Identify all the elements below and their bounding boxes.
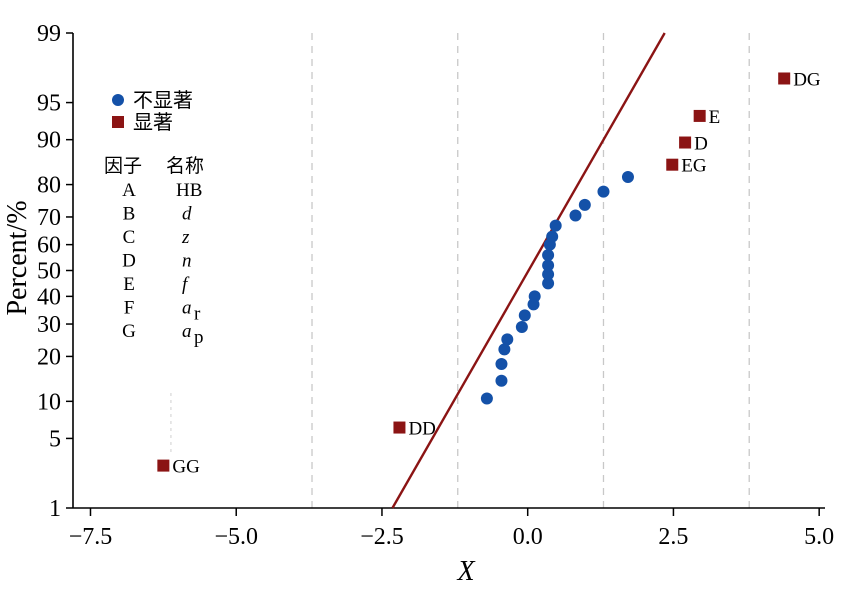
- data-point-not-significant: [597, 185, 610, 198]
- reference-line: [391, 32, 666, 509]
- data-point-not-significant: [495, 357, 508, 370]
- table-factor: B: [123, 204, 136, 225]
- x-tick-label: 5.0: [804, 524, 834, 550]
- data-point-not-significant: [501, 333, 514, 346]
- data-point-not-significant: [518, 309, 531, 322]
- legend-marker-square: [112, 116, 124, 128]
- grid-layer: [170, 33, 750, 508]
- table-name: a: [182, 321, 192, 342]
- legend-label: 不显著: [133, 88, 193, 112]
- y-tick-label: 99: [37, 21, 61, 47]
- data-point-not-significant: [495, 374, 508, 387]
- data-point-not-significant: [549, 219, 562, 232]
- x-axis-title: X: [456, 556, 475, 587]
- table-name: f: [182, 274, 190, 295]
- point-label: DG: [793, 69, 821, 90]
- table-name-subscript: p: [194, 327, 204, 348]
- table-name: d: [182, 204, 192, 225]
- data-point-not-significant: [542, 249, 555, 262]
- data-point-not-significant: [542, 259, 555, 272]
- data-point-not-significant: [621, 171, 634, 184]
- table-factor: E: [123, 274, 135, 295]
- y-tick-label: 90: [37, 128, 61, 154]
- table-factor: G: [122, 321, 136, 342]
- table-header-factor: 因子: [104, 155, 142, 177]
- point-label: GG: [172, 457, 200, 478]
- table-name-subscript: r: [194, 304, 201, 325]
- x-tick-label: −5.0: [214, 524, 258, 550]
- data-point-not-significant: [528, 290, 541, 303]
- y-axis-title: Percent/%: [2, 200, 33, 315]
- y-tick-label: 30: [37, 312, 61, 338]
- data-point-significant: [778, 72, 791, 85]
- point-label: DD: [408, 419, 435, 440]
- table-factor: A: [122, 180, 136, 201]
- x-tick-label: 0.0: [513, 524, 543, 550]
- data-point-not-significant: [569, 209, 582, 222]
- x-tick-label: −7.5: [69, 524, 113, 550]
- y-tick-label: 70: [37, 205, 61, 231]
- y-tick-label: 1: [49, 496, 61, 522]
- y-tick-label: 50: [37, 259, 61, 285]
- y-tick-label: 20: [37, 344, 61, 370]
- point-label: E: [709, 107, 721, 128]
- data-point-not-significant: [546, 230, 559, 243]
- y-tick-label: 95: [37, 91, 61, 117]
- data-point-significant: [679, 136, 692, 149]
- y-tick-label: 40: [37, 284, 61, 310]
- point-label: EG: [681, 156, 707, 177]
- legend-marker-circle: [112, 94, 124, 106]
- y-tick-label: 60: [37, 233, 61, 259]
- x-tick-label: 2.5: [658, 524, 688, 550]
- data-point-not-significant: [542, 277, 555, 290]
- table-name: n: [182, 251, 192, 272]
- x-tick-label: −2.5: [360, 524, 404, 550]
- data-point-not-significant: [578, 198, 591, 211]
- data-point-significant: [693, 109, 706, 122]
- table-header-name: 名称: [166, 155, 204, 177]
- table-name: HB: [176, 180, 202, 201]
- legend-label: 显著: [133, 110, 173, 134]
- y-tick-label: 5: [49, 426, 61, 452]
- data-point-not-significant: [515, 320, 528, 333]
- data-point-significant: [666, 158, 679, 171]
- table-name: a: [182, 298, 192, 319]
- table-factor: C: [123, 227, 136, 248]
- table-factor: D: [122, 251, 136, 272]
- data-point-not-significant: [498, 343, 511, 356]
- data-point-significant: [393, 421, 406, 434]
- data-point-not-significant: [542, 268, 555, 281]
- point-label: D: [694, 134, 708, 155]
- y-tick-label: 80: [37, 173, 61, 199]
- line-layer: [391, 32, 666, 509]
- table-name: z: [181, 227, 190, 248]
- table-factor: F: [124, 298, 135, 319]
- data-point-significant: [157, 459, 170, 472]
- factor-table: 因子 名称 A HB B d C z D n E f F a r G a p: [104, 155, 204, 348]
- y-tick-label: 10: [37, 389, 61, 415]
- data-point-not-significant: [480, 392, 493, 405]
